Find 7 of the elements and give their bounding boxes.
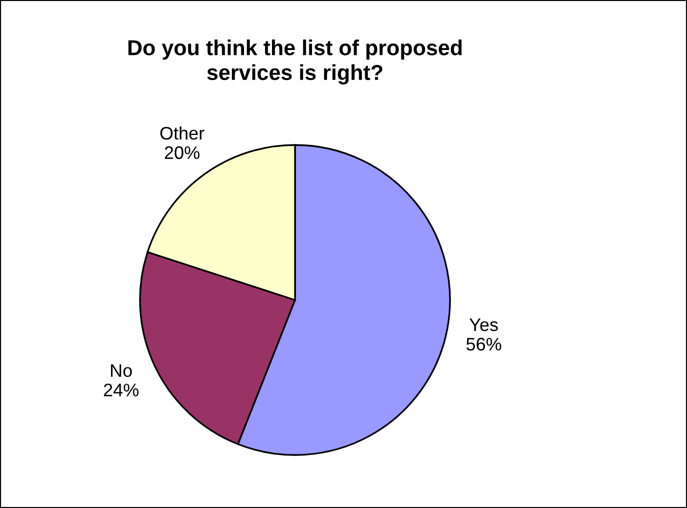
data-label: 20% (164, 146, 200, 160)
slice-label: No (111, 364, 132, 377)
data-label: 56% (466, 338, 502, 351)
chart-title: Do you think the list of proposed services is right? (128, 40, 462, 84)
data-label: 24% (104, 384, 139, 396)
slice-label: Yes (469, 318, 498, 332)
slice-label: Other (160, 126, 204, 140)
